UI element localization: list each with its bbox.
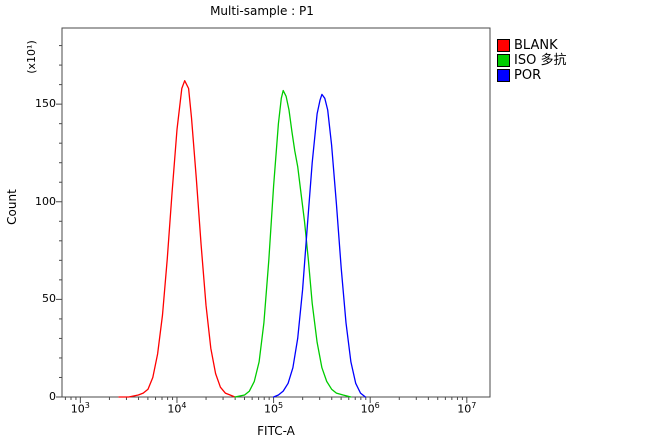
legend-label-blank: BLANK bbox=[514, 38, 558, 53]
legend-label-por: POR bbox=[514, 68, 542, 83]
x-tick-label: 105 bbox=[264, 401, 284, 416]
legend-swatch-por bbox=[497, 69, 510, 82]
x-axis-label: FITC-A bbox=[257, 424, 295, 438]
legend-swatch-iso bbox=[497, 54, 510, 67]
y-tick-label: 150 bbox=[35, 97, 56, 111]
y-tick-label: 100 bbox=[35, 194, 56, 208]
legend-item-por: POR bbox=[497, 68, 566, 83]
legend-swatch-blank bbox=[497, 39, 510, 52]
legend: BLANK ISO 多抗 POR bbox=[497, 38, 566, 83]
x-tick-label: 106 bbox=[360, 401, 380, 416]
y-tick-label: 0 bbox=[49, 390, 56, 403]
legend-item-iso: ISO 多抗 bbox=[497, 53, 566, 68]
y-tick-label: 50 bbox=[42, 292, 56, 306]
legend-item-blank: BLANK bbox=[497, 38, 566, 53]
y-axis-unit-label: (x10¹) bbox=[25, 40, 38, 74]
x-tick-label: 104 bbox=[167, 401, 187, 416]
x-tick-label: 103 bbox=[70, 401, 90, 416]
chart-title: Multi-sample : P1 bbox=[210, 4, 314, 18]
x-tick-label: 107 bbox=[457, 401, 477, 416]
legend-label-iso: ISO 多抗 bbox=[514, 53, 567, 68]
y-axis-label: Count bbox=[5, 189, 19, 225]
